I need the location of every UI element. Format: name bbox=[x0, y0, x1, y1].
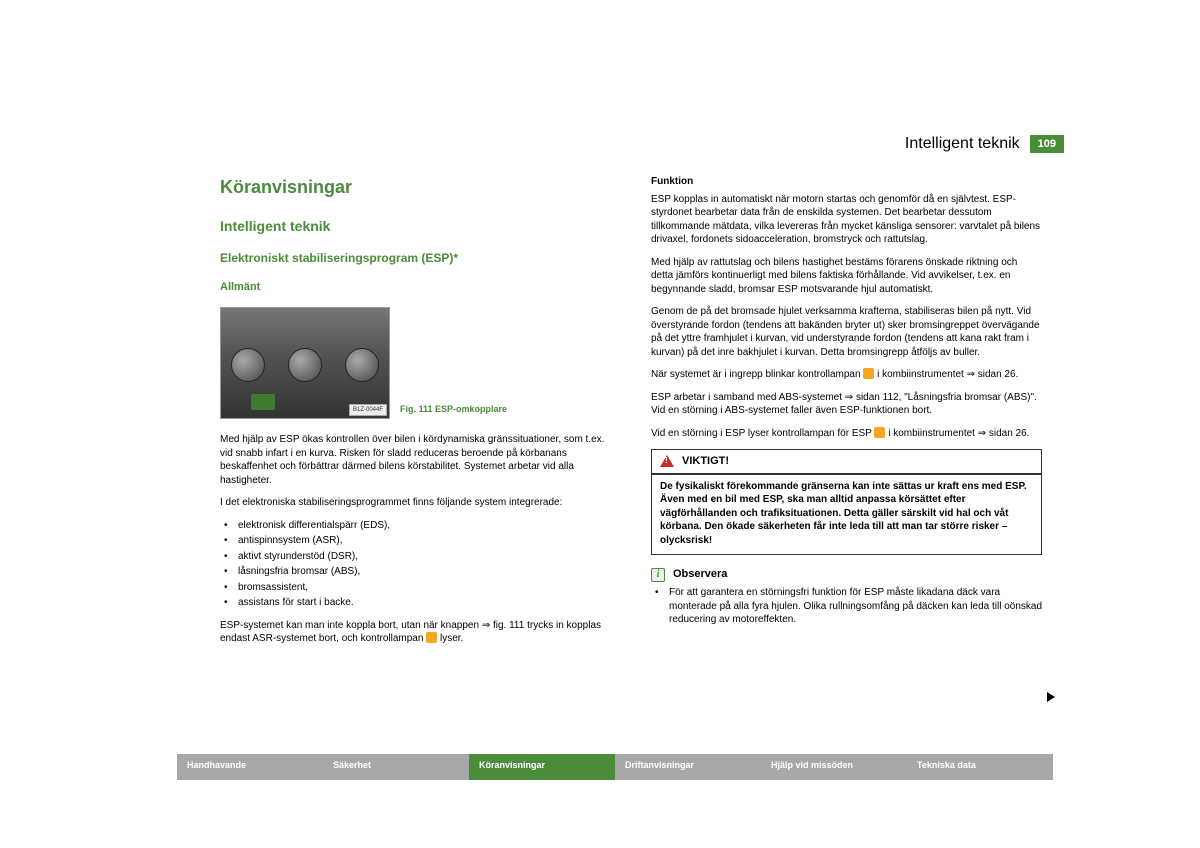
paragraph: ESP kopplas in automatiskt när motorn st… bbox=[651, 193, 1042, 247]
paragraph: Genom de på det bromsade hjulet verksamm… bbox=[651, 305, 1042, 359]
figure-tag: B1Z-0044F bbox=[349, 404, 387, 416]
warning-box: VIKTIGT! De fysikaliskt förekommande grä… bbox=[651, 449, 1042, 555]
nav-tab-sakerhet[interactable]: Säkerhet bbox=[323, 754, 469, 780]
left-column: Köranvisningar Intelligent teknik Elektr… bbox=[220, 175, 611, 655]
warning-body: De fysikaliskt förekommande gränserna ka… bbox=[652, 475, 1041, 555]
figure-caption: Fig. 111 ESP-omkopplare bbox=[400, 404, 507, 420]
paragraph: ESP-systemet kan man inte koppla bort, u… bbox=[220, 619, 611, 646]
paragraph: ESP arbetar i samband med ABS-systemet ⇒… bbox=[651, 391, 1042, 418]
nav-tab-tekniska-data[interactable]: Tekniska data bbox=[907, 754, 1053, 780]
nav-tab-hjalp[interactable]: Hjälp vid missöden bbox=[761, 754, 907, 780]
esp-warning-icon bbox=[874, 427, 885, 438]
system-list: elektronisk differentialspärr (EDS), ant… bbox=[220, 519, 611, 610]
paragraph: Med hjälp av rattutslag och bilens hasti… bbox=[651, 256, 1042, 297]
paragraph: Vid en störning i ESP lyser kontrollampa… bbox=[651, 427, 1042, 441]
paragraph: När systemet är i ingrepp blinkar kontro… bbox=[651, 368, 1042, 382]
header-section-title: Intelligent teknik bbox=[905, 135, 1020, 153]
warning-title: VIKTIGT! bbox=[682, 454, 729, 469]
info-icon: i bbox=[651, 568, 665, 582]
paragraph: I det elektroniska stabiliseringsprogram… bbox=[220, 496, 611, 510]
function-heading: Funktion bbox=[651, 175, 1042, 189]
list-item: elektronisk differentialspärr (EDS), bbox=[220, 519, 611, 533]
page-number-badge: 109 bbox=[1030, 135, 1064, 153]
warning-triangle-icon bbox=[660, 455, 674, 467]
nav-tab-koranvisningar[interactable]: Köranvisningar bbox=[469, 754, 615, 780]
list-item: bromsassistent, bbox=[220, 581, 611, 595]
chapter-heading: Köranvisningar bbox=[220, 175, 611, 199]
figure-esp-switch: B1Z-0044F bbox=[220, 307, 390, 419]
section-heading: Intelligent teknik bbox=[220, 217, 611, 236]
topic-heading: Allmänt bbox=[220, 280, 611, 295]
list-item: antispinnsystem (ASR), bbox=[220, 534, 611, 548]
esp-warning-icon bbox=[426, 632, 437, 643]
nav-tab-driftanvisningar[interactable]: Driftanvisningar bbox=[615, 754, 761, 780]
paragraph: Med hjälp av ESP ökas kontrollen över bi… bbox=[220, 433, 611, 487]
list-item: låsningsfria bromsar (ABS), bbox=[220, 565, 611, 579]
page-header: Intelligent teknik 109 bbox=[220, 135, 1064, 153]
nav-tab-handhavande[interactable]: Handhavande bbox=[177, 754, 323, 780]
subsection-heading: Elektroniskt stabiliseringsprogram (ESP)… bbox=[220, 250, 611, 266]
esp-warning-icon bbox=[863, 368, 874, 379]
continue-arrow-icon bbox=[1047, 692, 1055, 702]
list-item: aktivt styrunderstöd (DSR), bbox=[220, 550, 611, 564]
note-body: För att garantera en störningsfri funkti… bbox=[651, 586, 1042, 627]
right-column: Funktion ESP kopplas in automatiskt när … bbox=[651, 175, 1042, 655]
note-title: Observera bbox=[673, 567, 727, 582]
list-item: assistans för start i backe. bbox=[220, 596, 611, 610]
bottom-nav: Handhavande Säkerhet Köranvisningar Drif… bbox=[177, 754, 1053, 780]
